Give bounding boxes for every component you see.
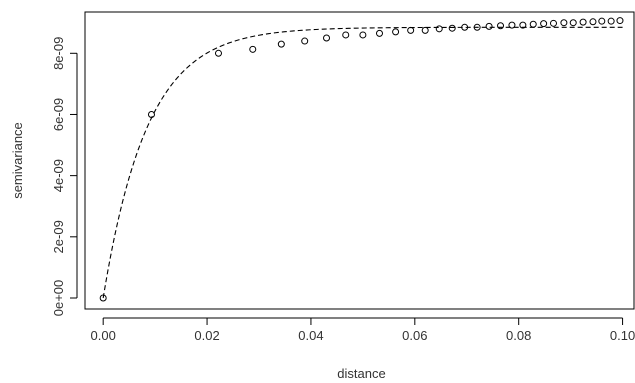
fitted-model-line (102, 26, 623, 299)
data-point (375, 29, 383, 37)
fitted-curve-layer (102, 26, 623, 299)
data-points-layer (99, 17, 624, 302)
data-point (579, 18, 587, 26)
data-point (589, 18, 597, 26)
data-point (540, 20, 548, 28)
data-point (529, 20, 537, 28)
data-point (214, 49, 222, 57)
data-point (392, 28, 400, 36)
data-point (99, 294, 107, 302)
data-point (301, 37, 309, 45)
x-tick-label: 0.10 (610, 328, 635, 343)
data-point (435, 25, 443, 33)
x-tick-label: 0.04 (298, 328, 323, 343)
x-tick-label: 0.06 (402, 328, 427, 343)
data-point (569, 19, 577, 27)
data-point (323, 34, 331, 42)
y-tick-label: 4e-09 (51, 159, 66, 192)
x-tick-label: 0.00 (91, 328, 116, 343)
x-axis-title: distance (337, 366, 385, 381)
data-point (473, 23, 481, 31)
data-point (497, 22, 505, 30)
y-tick-label: 2e-09 (51, 220, 66, 253)
data-point (549, 19, 557, 27)
data-point (147, 110, 155, 118)
x-tick-label: 0.08 (506, 328, 531, 343)
y-axis: 0e+00 2e-09 4e-09 6e-09 8e-09 (51, 37, 78, 317)
data-point (359, 31, 367, 39)
data-point (607, 17, 615, 25)
data-point (485, 22, 493, 30)
data-point (342, 31, 350, 39)
y-tick-label: 6e-09 (51, 98, 66, 131)
x-axis: 0.00 0.02 0.04 0.06 0.08 0.10 (91, 317, 635, 343)
plot-border (84, 11, 635, 310)
data-point (448, 24, 456, 32)
y-axis-title: semivariance (10, 122, 25, 199)
data-point (616, 17, 624, 25)
y-tick-label: 0e+00 (51, 280, 66, 317)
data-point (277, 40, 285, 48)
x-tick-label: 0.02 (194, 328, 219, 343)
data-point (249, 45, 257, 53)
data-point (519, 21, 527, 29)
data-point (461, 23, 469, 31)
data-point (407, 26, 415, 34)
data-point (508, 21, 516, 29)
data-point (598, 17, 606, 25)
data-point (421, 26, 429, 34)
data-point (560, 19, 568, 27)
y-tick-label: 8e-09 (51, 37, 66, 70)
